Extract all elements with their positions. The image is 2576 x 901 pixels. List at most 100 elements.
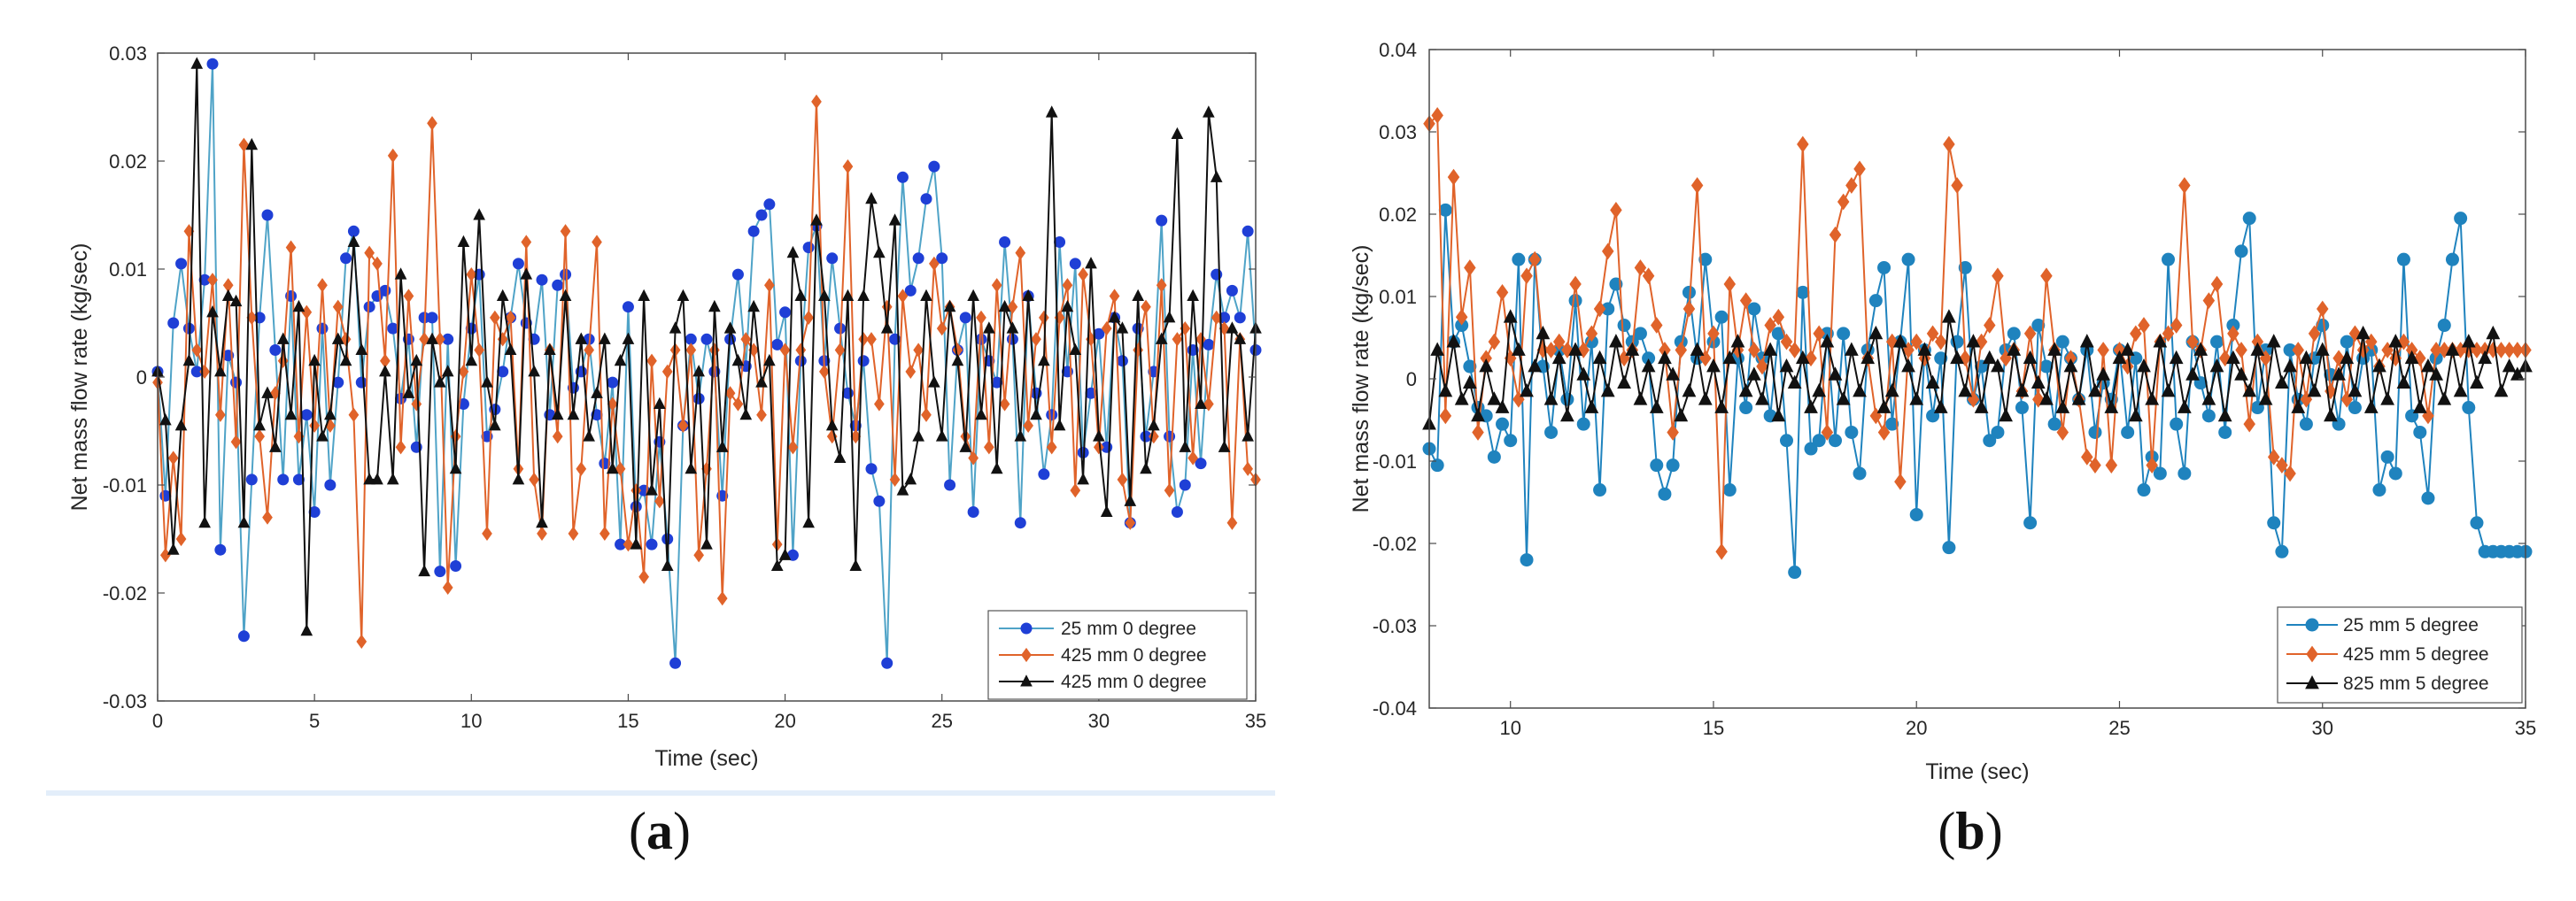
panel-a-series-2-point	[936, 320, 948, 336]
panel-b-series-1-point	[1779, 434, 1793, 448]
panel-a-series-3-point	[920, 289, 932, 302]
panel-a-series-2-point	[215, 407, 226, 422]
panel-a-series-2-point	[858, 332, 869, 347]
panel-a-series-2-point	[654, 494, 665, 509]
panel-a-series-1-point	[497, 366, 509, 378]
panel-b-legend-label: 825 mm 5 degree	[2343, 674, 2489, 694]
panel-a-series-1-point	[959, 312, 971, 324]
panel-a-series-2-point	[490, 310, 500, 326]
panel-a-series-2-point	[803, 310, 814, 326]
panel-a-series-1-point	[646, 538, 658, 551]
panel-b-ytick-label: 0	[1406, 368, 1417, 390]
panel-a-series-2-point	[301, 304, 313, 320]
panel-a-series-2-point	[1031, 332, 1041, 347]
panel-a-series-2-point	[332, 299, 344, 314]
panel-a-series-2-point	[600, 526, 610, 542]
panel-b-series-2-point	[1788, 342, 1801, 358]
panel-a-series-1-point	[802, 242, 815, 254]
panel-b-series-1-point	[2462, 401, 2476, 415]
panel-a-series-2-point	[1109, 289, 1120, 304]
panel-a-series-2-point	[677, 418, 689, 434]
panel-b-series-1-point	[1666, 458, 1680, 473]
panel-a-series-3-point	[646, 483, 658, 496]
panel-b-series-3-point	[2137, 358, 2151, 373]
panel-b-legend-marker	[2305, 618, 2319, 632]
panel-a-series-2-point	[1101, 320, 1112, 336]
panel-b-series-3-point	[1487, 391, 1502, 405]
panel-a-series-1-point	[1140, 430, 1152, 443]
panel-b-series-1-point	[1463, 359, 1477, 373]
panel-b-series-3-point	[1617, 374, 1631, 389]
panel-b-series-2-point	[2227, 325, 2239, 343]
panel-b-series-3-point	[1958, 382, 1973, 397]
panel-b-series-3-point	[1584, 399, 1599, 413]
panel-b-series-1-point	[2039, 359, 2054, 373]
panel-a-series-1-point	[347, 225, 360, 237]
panel-a-series-1-point	[237, 630, 250, 643]
panel-b-series-3-point	[2169, 350, 2184, 365]
panel-b-series-2-point	[2292, 342, 2304, 358]
panel-b-series-3-point	[1503, 309, 1518, 323]
panel-b-series-3-point	[2242, 382, 2257, 397]
panel-a-ytick-label: 0.01	[109, 258, 147, 281]
panel-b-series-2-point	[2146, 457, 2158, 474]
panel-b-series-2-point	[1943, 135, 1955, 153]
panel-a-series-2-point	[521, 235, 532, 250]
panel-a-series-3-point	[551, 407, 564, 420]
panel-a-series-1-point	[426, 312, 438, 324]
panel-a-xtick-label: 20	[774, 710, 795, 732]
panel-b-series-2-point	[1756, 358, 1768, 375]
panel-a-series-1-point	[1226, 284, 1238, 296]
panel-b-series-2-point	[1569, 275, 1582, 293]
panel-b-series-3-point	[1893, 334, 1907, 348]
panel-a-series-2-point	[1203, 397, 1214, 412]
panel-a-series-3-point	[880, 321, 893, 334]
panel-a-series-1-point	[755, 209, 768, 221]
panel-b-series-1-point	[1658, 487, 1672, 501]
panel-b-series-3-point	[2161, 382, 2176, 397]
panel-b-series-3-point	[1746, 366, 1761, 381]
panel-a-series-1-point	[873, 495, 886, 507]
panel-b-series-3-point	[2356, 325, 2371, 340]
panel-b-series-3-point	[1454, 391, 1469, 405]
panel-b-series-2-point	[2040, 267, 2053, 285]
panel-a-series-3-point	[1030, 407, 1042, 420]
panel-a-series-3-point	[206, 305, 219, 318]
panel-b-series-1-point	[2421, 491, 2435, 505]
panel-a-series-1-point	[434, 566, 446, 578]
panel-a-series-3-point	[449, 461, 462, 474]
panel-b-series-1-point	[2316, 319, 2330, 333]
panel-b-series-2-point	[1748, 342, 1760, 358]
panel-a-series-2-point	[395, 440, 406, 455]
panel-b-series-1-point	[1560, 392, 1574, 406]
panel-a-series-3-point	[379, 365, 391, 377]
panel-a-legend-marker	[1020, 622, 1033, 635]
panel-b-series-1-point	[1991, 425, 2005, 439]
panel-a-series-2-point	[191, 343, 203, 358]
panel-a-series-2-point	[897, 289, 909, 304]
panel-b-series-3-point	[2153, 334, 2168, 348]
panel-a-series-1-point	[991, 376, 1003, 389]
panel-a-series-3-point	[544, 343, 556, 356]
panel-b-series-1-point	[2153, 466, 2167, 481]
panel-b-series-3-point	[1625, 342, 1640, 356]
panel-b-xtick-label: 30	[2311, 717, 2332, 739]
panel-b-series-3-point	[1795, 350, 1810, 365]
panel-a-series-2-point	[474, 343, 484, 358]
panel-a-series-2-point	[1211, 310, 1222, 326]
panel-b-series-3-point	[1568, 342, 1582, 356]
panel-a-series-3-point	[583, 429, 595, 442]
panel-b-xtick-label: 10	[1499, 717, 1520, 739]
panel-a-series-2-point	[984, 440, 994, 455]
panel-a-series-3-point	[386, 473, 399, 485]
panel-a-series-2-point	[1023, 418, 1033, 434]
panel-b-series-1-point	[2275, 544, 2289, 558]
panel-b-series-3-point	[2315, 342, 2330, 356]
panel-a-series-3-point	[229, 294, 243, 307]
panel-a-series-1-point	[198, 273, 211, 286]
panel-a-series-3-point	[967, 289, 979, 302]
panel-a-series-2-point	[576, 461, 587, 476]
panel-a-xtick-label: 25	[931, 710, 952, 732]
panel-a-series-1-point	[324, 479, 337, 491]
panel-a-series-1-point	[826, 252, 839, 265]
